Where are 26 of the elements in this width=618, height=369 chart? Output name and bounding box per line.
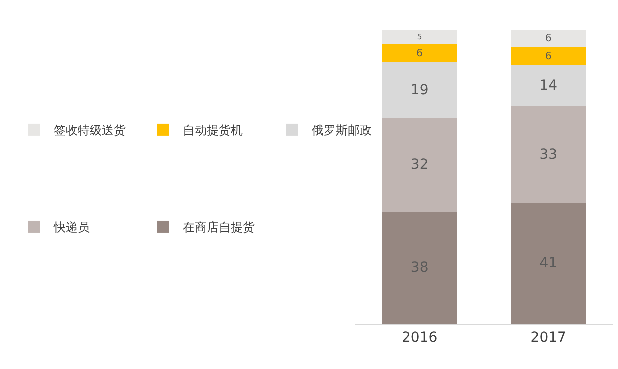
legend-label: 签收特级送货: [54, 124, 126, 138]
data-label: 6: [545, 51, 552, 62]
legend-label: 快递员: [53, 220, 90, 235]
data-label: 33: [540, 146, 558, 163]
legend-label: 俄罗斯邮政: [312, 124, 372, 138]
bar: [382, 30, 458, 45]
bar: [511, 106, 586, 204]
data-label: 6: [416, 48, 424, 60]
data-label: 32: [410, 157, 429, 174]
bar: [511, 203, 586, 324]
bar: [511, 30, 586, 48]
data-label: 19: [410, 82, 429, 98]
data-label: 41: [540, 256, 558, 272]
bar: [382, 118, 458, 212]
bar: [382, 62, 458, 118]
bar: [511, 65, 586, 106]
bar: [511, 48, 586, 66]
data-label: 6: [545, 34, 552, 45]
data-label: 38: [410, 260, 429, 276]
bar: [382, 44, 458, 62]
legend-label: 在商店自提货: [183, 220, 255, 235]
bar: [382, 212, 458, 324]
legend-label: 自动提货机: [183, 124, 243, 138]
data-label: 14: [540, 78, 558, 94]
x-tick-label: 2016: [402, 330, 438, 346]
x-tick-label: 2017: [530, 330, 566, 346]
